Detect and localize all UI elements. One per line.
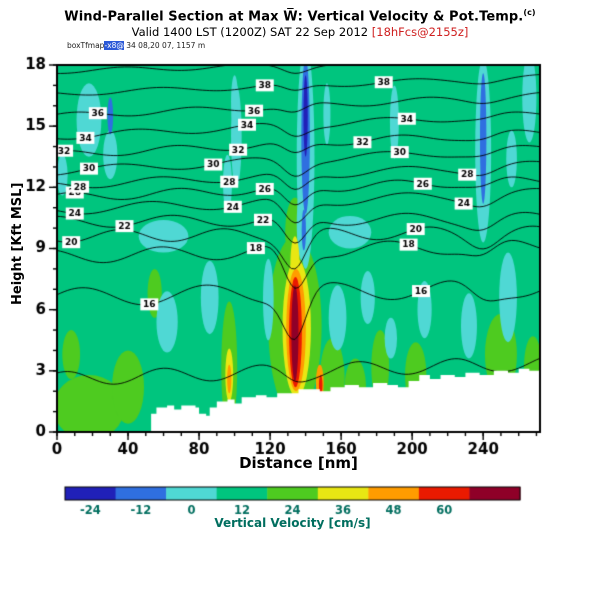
meta-line: boxTfmap-x8@ 34 08,20 07, 1157 m	[67, 41, 205, 50]
chart-title-text: Wind-Parallel Section at Max W̅: Vertica…	[64, 9, 524, 25]
colorbar-label: Vertical Velocity [cm/s]	[214, 516, 371, 530]
chart-title: Wind-Parallel Section at Max W̅: Vertica…	[0, 8, 600, 24]
y-axis-label: Height [Kft MSL]	[10, 182, 25, 305]
meta-prefix: boxTfmap	[67, 41, 105, 50]
chart-title-superscript: (c)	[523, 8, 536, 17]
meta-suffix: 34 08,20 07, 1157 m	[123, 41, 206, 50]
meta-highlight: -x8@	[104, 41, 124, 50]
chart-subtitle: Valid 1400 LST (1200Z) SAT 22 Sep 2012 […	[0, 25, 600, 39]
forecast-tag: [18hFcs@2155z]	[371, 25, 469, 39]
x-axis-label: Distance [nm]	[239, 454, 358, 472]
valid-time-text: Valid 1400 LST (1200Z) SAT 22 Sep 2012	[131, 25, 372, 39]
